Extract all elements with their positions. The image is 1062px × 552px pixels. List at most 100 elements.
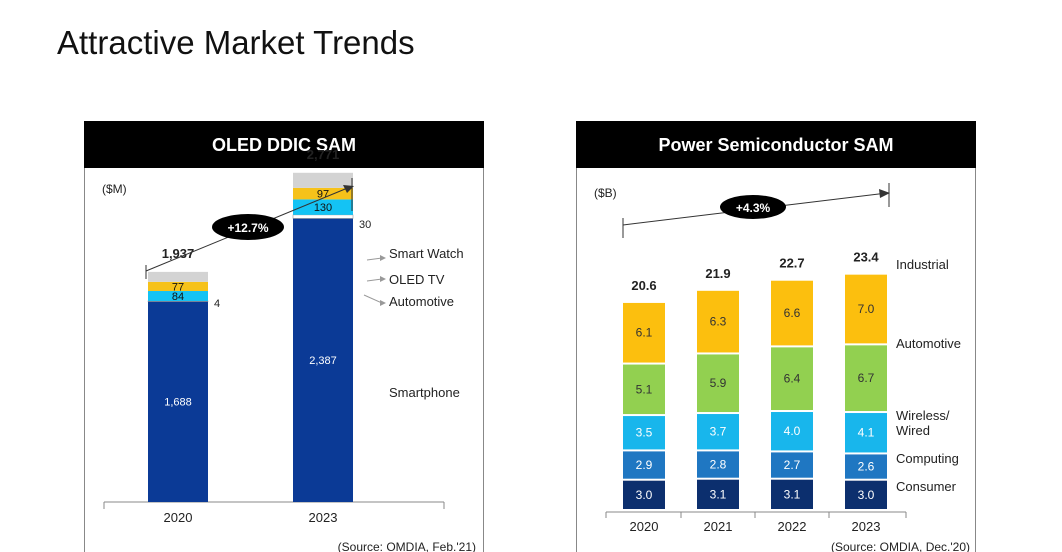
- panel-header-bg: [84, 121, 484, 168]
- bar-industrial-2023: [845, 274, 887, 344]
- bar-consumer-2022: [771, 479, 813, 509]
- data-label: 3.0: [858, 488, 875, 502]
- data-label: 2.7: [784, 458, 801, 472]
- bar-industrial-2020: [623, 302, 665, 363]
- panel-header: Power Semiconductor SAM: [658, 135, 893, 155]
- total-label: 1,937: [162, 246, 195, 261]
- x-tick-label: 2020: [164, 510, 193, 525]
- bar-computing-2020: [623, 451, 665, 479]
- data-label: 3.0: [636, 488, 653, 502]
- bar-other-2020: [148, 271, 208, 282]
- total-label: 22.7: [779, 256, 804, 271]
- bar-wireless-wired-2021: [697, 414, 739, 450]
- bar-automotive-2022: [771, 347, 813, 411]
- arrow-icon: [343, 185, 354, 193]
- bar-automotive-2023: [845, 345, 887, 412]
- data-label: 6.4: [784, 372, 801, 386]
- bar-smart-watch-2023: [293, 187, 353, 200]
- growth-label: +4.3%: [736, 201, 771, 215]
- bar-computing-2022: [771, 452, 813, 478]
- data-label: 97: [317, 189, 329, 201]
- data-label: 7.0: [858, 302, 875, 316]
- data-label: 3.1: [710, 487, 727, 501]
- data-label: 2,387: [309, 355, 337, 367]
- bar-other-2023: [293, 172, 353, 188]
- data-label: 4.1: [858, 426, 875, 440]
- legend-smart-watch: Smart Watch: [389, 246, 464, 261]
- unit-label: ($B): [594, 186, 617, 200]
- power-semi-panel: Power Semiconductor SAM ($B) 3.0 2.9 3.5 5.…: [576, 121, 976, 552]
- source-label: (Source: OMDIA, Feb.'21): [338, 540, 476, 552]
- legend-leader: [366, 257, 383, 261]
- legend-leader: [363, 294, 383, 304]
- bar-consumer-2021: [697, 479, 739, 509]
- panel-header-bg: [576, 121, 976, 168]
- legend-smartphone: Smartphone: [389, 385, 460, 400]
- bar-automotive-2023: [292, 214, 354, 219]
- data-label: 4: [214, 298, 220, 310]
- legend-oled-tv: OLED TV: [389, 272, 445, 287]
- bar-oled-tv-2020: [148, 291, 208, 301]
- legend-leader: [366, 278, 383, 282]
- x-tick-label: 2023: [852, 519, 881, 534]
- legend-automotive: Automotive: [896, 336, 961, 351]
- data-label: 2.9: [636, 458, 653, 472]
- data-label: 130: [314, 202, 332, 214]
- legend-automotive: Automotive: [389, 294, 454, 309]
- data-label: 84: [172, 291, 184, 303]
- bar-automotive-2020: [623, 364, 665, 415]
- bar-oled-tv-2023: [293, 199, 353, 215]
- data-label: 6.1: [636, 326, 653, 340]
- bar-industrial-2022: [771, 280, 813, 346]
- panel-header: OLED DDIC SAM: [212, 135, 356, 155]
- data-label: 77: [172, 281, 184, 293]
- growth-label: +12.7%: [227, 221, 268, 235]
- x-tick-label: 2023: [309, 510, 338, 525]
- legend-industrial: Industrial: [896, 257, 949, 272]
- page-title: Attractive Market Trends: [57, 24, 415, 61]
- total-label: 21.9: [705, 266, 730, 281]
- growth-badge: [720, 195, 786, 219]
- arrow-icon: [380, 276, 386, 282]
- bar-smart-watch-2020: [148, 281, 208, 292]
- bar-automotive-2021: [697, 354, 739, 413]
- bar-consumer-2023: [845, 480, 887, 509]
- growth-badge: [212, 214, 284, 240]
- data-label: 5.9: [710, 376, 727, 390]
- unit-label: ($M): [102, 182, 127, 196]
- data-label: 4.0: [784, 424, 801, 438]
- bar-smartphone-2020: [148, 301, 208, 502]
- total-label: 23.4: [853, 250, 879, 265]
- legend-computing: Computing: [896, 451, 959, 466]
- bar-computing-2021: [697, 451, 739, 478]
- total-label: 20.6: [631, 278, 656, 293]
- arrow-icon: [879, 189, 890, 198]
- total-label: 2,771: [307, 147, 340, 162]
- data-label: 6.7: [858, 371, 875, 385]
- data-label: 3.1: [784, 487, 801, 501]
- source-label: (Source: OMDIA, Dec.'20): [831, 540, 970, 552]
- bar-industrial-2021: [697, 290, 739, 353]
- bar-consumer-2020: [623, 480, 665, 509]
- bar-wireless-wired-2022: [771, 412, 813, 451]
- legend-consumer: Consumer: [896, 479, 957, 494]
- data-label: 6.6: [784, 306, 801, 320]
- data-label: 3.5: [636, 426, 653, 440]
- data-label: 6.3: [710, 315, 727, 329]
- data-label: 2.6: [858, 460, 875, 474]
- data-label: 1,688: [164, 397, 192, 409]
- arrow-icon: [380, 255, 386, 261]
- arrow-icon: [380, 300, 386, 306]
- x-tick-label: 2022: [778, 519, 807, 534]
- bar-wireless-wired-2023: [845, 413, 887, 453]
- data-label: 3.7: [710, 425, 727, 439]
- x-tick-label: 2021: [704, 519, 733, 534]
- x-tick-label: 2020: [630, 519, 659, 534]
- bar-computing-2023: [845, 454, 887, 479]
- data-label: 5.1: [636, 382, 653, 396]
- bar-wireless-wired-2020: [623, 416, 665, 450]
- panel-frame: [84, 121, 484, 552]
- data-label: 30: [359, 219, 371, 231]
- legend-wireless-wired: Wireless/Wired: [896, 408, 950, 438]
